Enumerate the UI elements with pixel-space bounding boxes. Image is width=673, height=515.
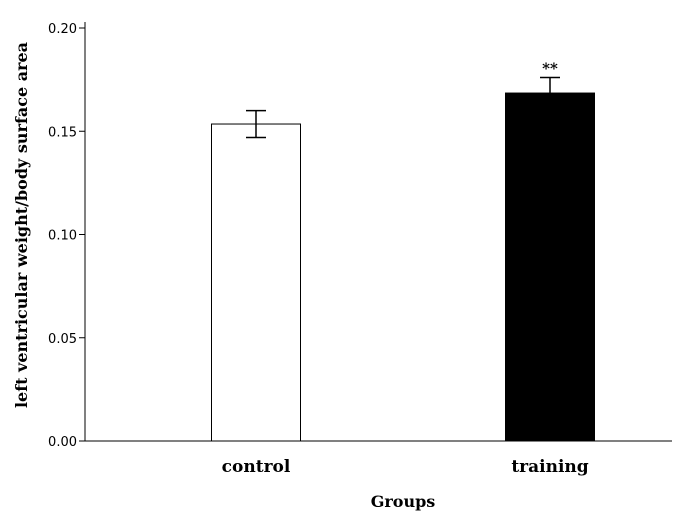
bars-group: [211, 92, 595, 442]
y-tick-label: 0.00: [48, 435, 77, 450]
y-axis-title: left ventricular weight/body surface are…: [12, 42, 31, 408]
x-tick-label-training: training: [511, 457, 588, 477]
y-tick-label: 0.15: [48, 125, 77, 140]
bar-training: [505, 92, 595, 442]
significance-annotation: **: [542, 60, 558, 78]
x-axis-title: Groups: [371, 492, 436, 511]
y-tick-label: 0.20: [48, 22, 77, 37]
y-tick-label: 0.10: [48, 229, 77, 244]
error-bars-group: [246, 76, 560, 139]
x-axis-tick-labels: control training: [222, 457, 589, 477]
error-bar-control: [246, 109, 266, 139]
error-bar-training: [540, 76, 560, 110]
annotations-group: **: [542, 60, 558, 78]
y-tick-label: 0.05: [48, 332, 77, 347]
x-tick-label-control: control: [222, 457, 291, 477]
bar-control: [211, 123, 301, 442]
y-axis-ticks: 0.00 0.05 0.10 0.15 0.20: [48, 22, 85, 450]
